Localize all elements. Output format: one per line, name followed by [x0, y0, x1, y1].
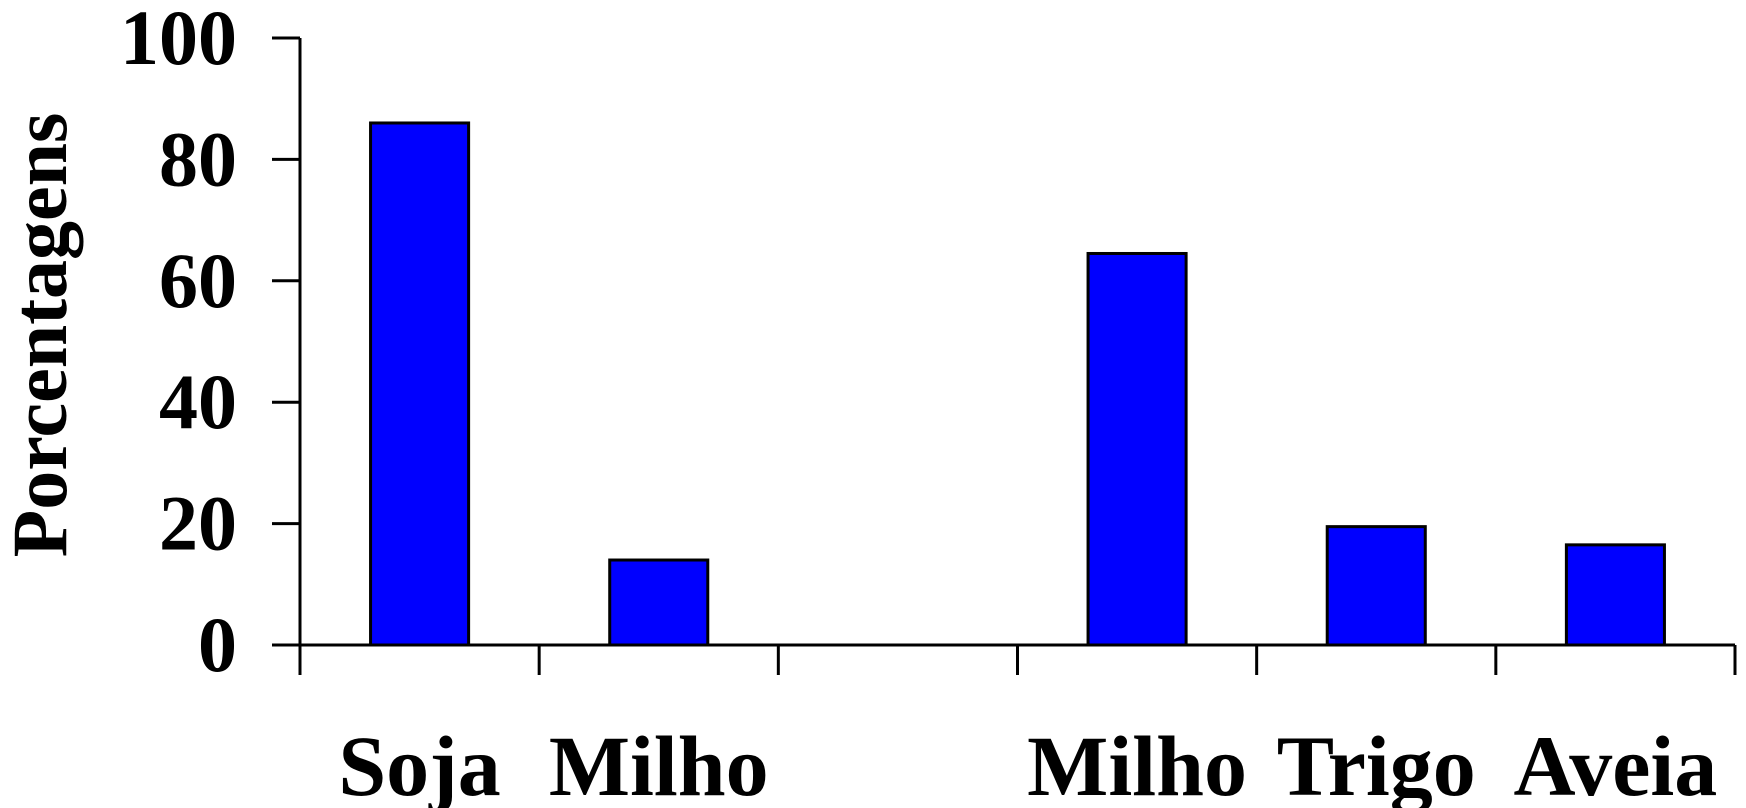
- bar-milho: [608, 558, 710, 647]
- category-labels: Soja Milho Milho Trigo Aveia: [338, 718, 1717, 808]
- bar-aveia: [1564, 543, 1666, 647]
- y-axis: 0 20 40 60 80 100: [120, 0, 302, 688]
- x-axis: [272, 643, 1737, 675]
- bar-trigo: [1325, 525, 1427, 647]
- x-category-label: Milho: [1027, 718, 1247, 808]
- y-tick-label: 0: [198, 601, 237, 688]
- y-tick-label: 60: [159, 237, 237, 324]
- y-tick-label: 100: [120, 0, 237, 81]
- bar-soja: [369, 121, 471, 647]
- x-category-label: Aveia: [1514, 718, 1718, 808]
- x-category-label: Soja: [338, 718, 500, 808]
- x-category-label: Milho: [549, 718, 769, 808]
- y-tick-label: 20: [159, 480, 237, 567]
- bars: [369, 121, 1666, 647]
- y-tick-label: 80: [159, 115, 237, 202]
- bar-milho: [1086, 251, 1188, 647]
- x-category-label: Trigo: [1277, 718, 1476, 808]
- y-tick-label: 40: [159, 358, 237, 445]
- y-axis-title: Porcentagens: [0, 113, 83, 558]
